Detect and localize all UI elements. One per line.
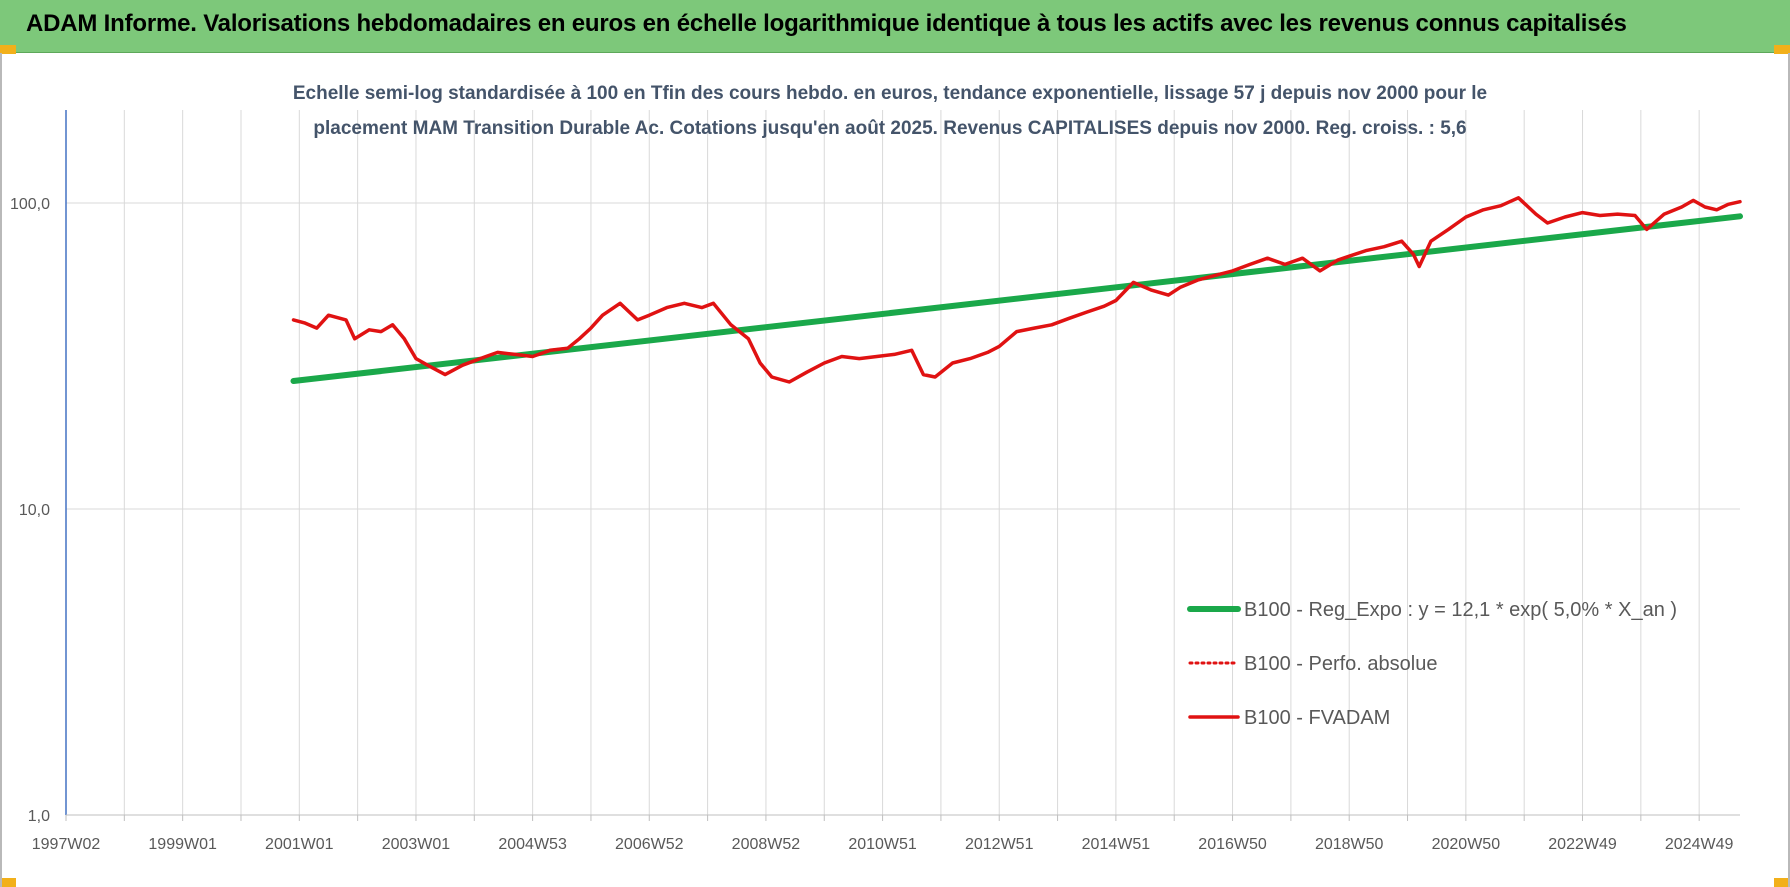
x-tick-label: 2014W51 xyxy=(1082,836,1151,853)
y-tick-labels: 100,0 10,0 1,0 xyxy=(10,196,50,825)
corner-marker-bottom-left xyxy=(0,878,16,887)
x-tick-label: 2004W53 xyxy=(498,836,567,853)
grid xyxy=(65,110,1740,821)
legend: B100 - Reg_Expo : y = 12,1 * exp( 5,0% *… xyxy=(1187,599,1677,729)
x-tick-label: 2010W51 xyxy=(848,836,917,853)
chart-frame xyxy=(0,53,1790,887)
x-tick-label: 2024W49 xyxy=(1665,836,1734,853)
x-tick-label: 1999W01 xyxy=(148,836,217,853)
y-tick-label: 10,0 xyxy=(19,502,50,519)
x-tick-label: 2006W52 xyxy=(615,836,684,853)
corner-marker-left xyxy=(0,45,16,54)
y-tick-label: 1,0 xyxy=(28,808,50,825)
x-tick-label: 2018W50 xyxy=(1315,836,1384,853)
chart-title-line-2: placement MAM Transition Durable Ac. Cot… xyxy=(313,118,1466,139)
series-line-trend xyxy=(290,213,1743,384)
x-tick-labels: 1997W02 1999W01 2001W01 2003W01 2004W53 2006W… xyxy=(32,836,1734,853)
header-title: ADAM Informe. Valorisations hebdomadaire… xyxy=(26,10,1627,37)
series-line-price xyxy=(291,196,1742,384)
x-tick-label: 2016W50 xyxy=(1198,836,1267,853)
x-tick-label: 1997W02 xyxy=(32,836,101,853)
x-tick-label: 2003W01 xyxy=(382,836,451,853)
header-banner: ADAM Informe. Valorisations hebdomadaire… xyxy=(0,0,1790,53)
x-tick-label: 2012W51 xyxy=(965,836,1034,853)
chart-title-line-1: Echelle semi-log standardisée à 100 en T… xyxy=(293,83,1487,104)
y-tick-label: 100,0 xyxy=(10,196,50,213)
x-tick-label: 2001W01 xyxy=(265,836,334,853)
legend-label: B100 - FVADAM xyxy=(1244,707,1390,729)
corner-marker-right xyxy=(1774,45,1790,54)
x-tick-label: 2020W50 xyxy=(1432,836,1501,853)
x-tick-label: 2008W52 xyxy=(732,836,801,853)
x-tick-label: 2022W49 xyxy=(1548,836,1617,853)
corner-marker-bottom-right xyxy=(1774,878,1790,887)
series xyxy=(290,196,1743,384)
legend-label: B100 - Perfo. absolue xyxy=(1244,653,1437,675)
legend-label: B100 - Reg_Expo : y = 12,1 * exp( 5,0% *… xyxy=(1244,599,1677,621)
